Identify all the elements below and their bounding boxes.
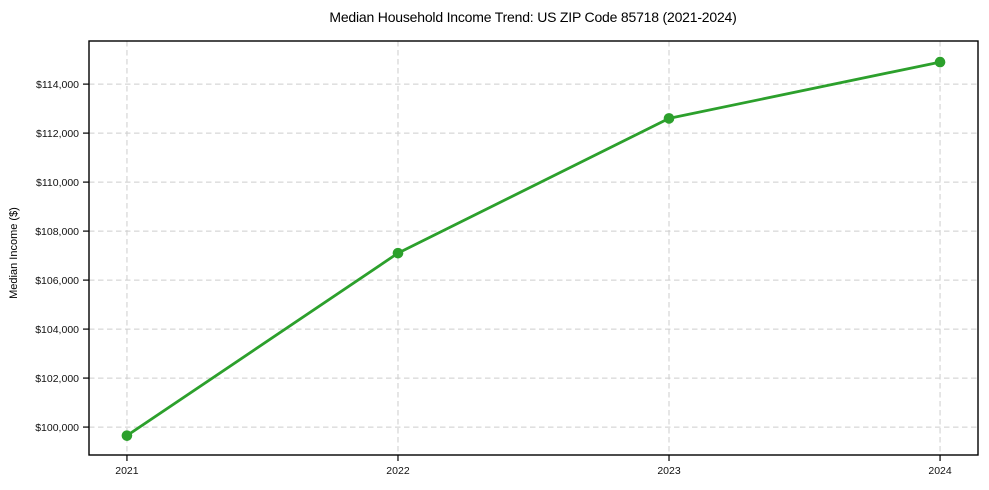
y-tick-label: $112,000 [36,128,79,140]
data-point [663,113,675,124]
data-point [392,247,404,259]
y-tick-label: $106,000 [35,275,79,287]
x-tick-label: 2022 [386,465,410,477]
chart-title: Median Household Income Trend: US ZIP Co… [329,9,736,25]
y-tick-label: $102,000 [35,373,79,385]
y-tick-label: $110,000 [36,177,79,189]
y-tick-label: $100,000 [35,422,79,434]
data-point [934,56,946,68]
data-point [121,430,133,441]
trend-line [125,60,942,438]
y-axis-label: Median Income ($) [8,207,20,299]
y-tick-label: $108,000 [35,226,79,238]
y-tick-label: $114,000 [36,79,79,91]
plot-border [88,40,979,456]
plot-area: $100,000 $102,000 $104,000 $106,000 $108,000… [35,40,979,477]
x-tick-label: 2021 [115,465,139,477]
x-tick-label: 2024 [928,465,952,477]
x-tick-label: 2023 [657,465,681,477]
y-tick-label: $104,000 [35,324,79,336]
